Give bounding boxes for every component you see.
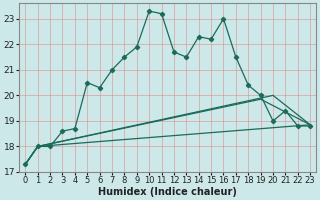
- X-axis label: Humidex (Indice chaleur): Humidex (Indice chaleur): [98, 187, 237, 197]
